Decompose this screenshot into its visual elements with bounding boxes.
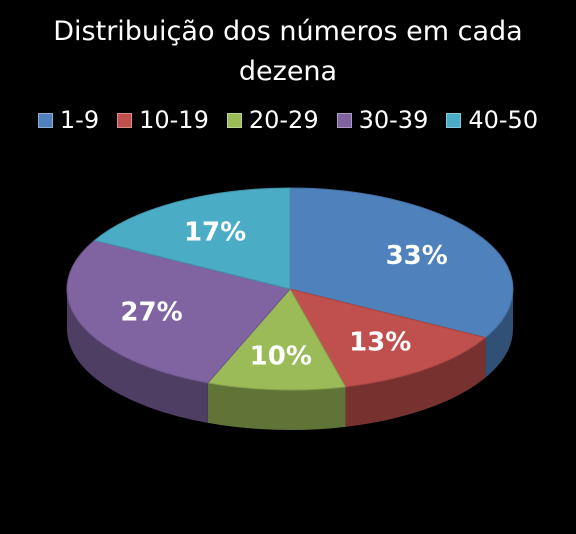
legend: 1-9 10-19 20-29 30-39 40-50 xyxy=(0,106,576,134)
legend-item-10-19: 10-19 xyxy=(117,106,209,134)
legend-label: 10-19 xyxy=(139,106,209,134)
pie-labels: 33% 13% 10% 27% 17% xyxy=(120,218,447,372)
chart-title: Distribuição dos números em cada dezena xyxy=(53,16,523,87)
slice-10-19 xyxy=(288,288,487,388)
slice-30-39 xyxy=(66,239,291,384)
slice-side-20-29 xyxy=(207,382,346,430)
legend-item-40-50: 40-50 xyxy=(446,106,538,134)
slice-label-40-50: 17% xyxy=(184,218,246,248)
legend-swatch xyxy=(117,112,133,128)
legend-label: 20-29 xyxy=(248,106,319,134)
slice-20-29 xyxy=(206,288,347,391)
slice-40-50 xyxy=(93,187,291,290)
slice-label-1-9: 33% xyxy=(386,241,448,271)
legend-label: 1-9 xyxy=(59,106,100,134)
legend-item-30-39: 30-39 xyxy=(336,106,429,134)
slice-1-9 xyxy=(289,187,514,339)
legend-label: 40-50 xyxy=(468,106,539,134)
legend-item-20-29: 20-29 xyxy=(226,106,319,134)
legend-item-1-9: 1-9 xyxy=(37,106,100,134)
legend-swatch xyxy=(336,112,352,128)
slice-label-20-29: 10% xyxy=(250,342,312,372)
legend-swatch xyxy=(226,112,242,128)
legend-label: 30-39 xyxy=(358,106,429,134)
legend-swatch xyxy=(446,112,462,128)
slice-side-30-39 xyxy=(67,289,208,423)
slice-label-10-19: 13% xyxy=(349,328,411,358)
slice-side-1-9 xyxy=(485,289,513,378)
slice-side-10-19 xyxy=(345,337,486,427)
pie-tops xyxy=(66,187,514,391)
slice-label-30-39: 27% xyxy=(120,298,182,328)
legend-swatch xyxy=(37,112,53,128)
pie-sides xyxy=(67,289,513,430)
